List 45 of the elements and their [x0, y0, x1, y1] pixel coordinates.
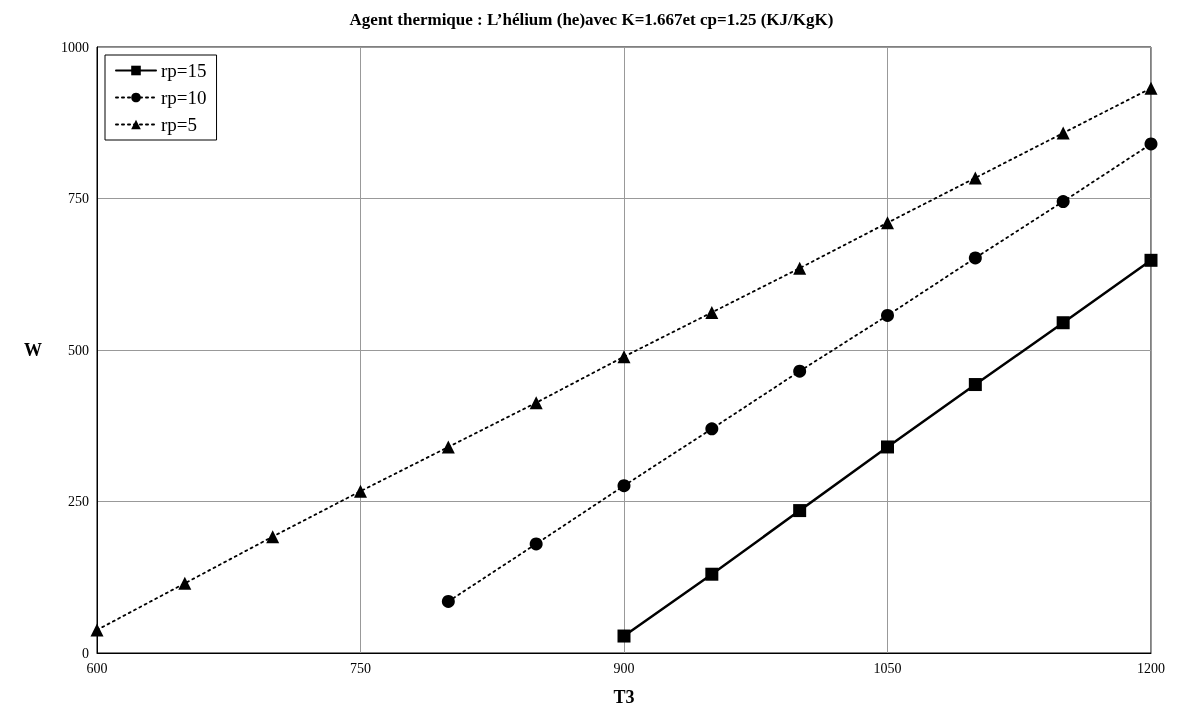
point — [793, 504, 807, 518]
point — [705, 567, 719, 581]
legend-label: rp=10 — [161, 87, 207, 108]
chart-title: Agent thermique : L’hélium (he)avec K=1.667et cp=1.25 (KJ/KgK) — [349, 10, 834, 29]
y-tick-label: 500 — [68, 342, 89, 358]
legend-label: rp=15 — [161, 60, 207, 81]
point — [881, 216, 894, 230]
y-tick-label: 250 — [68, 494, 89, 509]
point — [1056, 316, 1070, 330]
point — [881, 440, 894, 454]
point — [266, 530, 280, 544]
point — [705, 305, 719, 319]
y-axis-title: W — [24, 340, 42, 360]
point — [968, 378, 982, 392]
point — [881, 308, 894, 322]
point — [617, 350, 631, 364]
point — [354, 484, 367, 498]
point — [441, 594, 455, 608]
point — [529, 537, 543, 551]
point — [178, 576, 192, 590]
point — [1056, 195, 1070, 209]
x-tick-label: 1200 — [1137, 660, 1165, 676]
y-tick-label: 0 — [82, 645, 89, 661]
x-tick-label: 750 — [350, 660, 371, 676]
x-tick-label: 600 — [86, 660, 108, 676]
x-tick-label: 1050 — [873, 660, 902, 676]
y-tick-label: 750 — [68, 191, 89, 206]
legend-label: rp=5 — [161, 114, 198, 135]
point — [441, 440, 455, 454]
x-axis-title: T3 — [613, 687, 635, 707]
point — [1056, 126, 1070, 140]
point — [793, 364, 807, 378]
point — [617, 629, 631, 643]
y-tick-label: 1000 — [61, 39, 89, 55]
point — [529, 396, 543, 410]
point — [1144, 253, 1158, 267]
point — [793, 261, 807, 275]
x-tick-label: 900 — [613, 660, 635, 676]
point — [1144, 137, 1158, 151]
point — [705, 422, 719, 436]
point — [1144, 81, 1158, 95]
point — [617, 479, 631, 493]
point — [90, 623, 104, 637]
point — [968, 171, 982, 185]
point — [968, 251, 982, 265]
